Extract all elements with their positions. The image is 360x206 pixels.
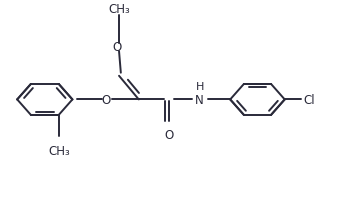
Text: O: O	[113, 41, 122, 54]
Text: O: O	[102, 94, 111, 107]
Text: Cl: Cl	[303, 94, 315, 107]
Text: CH₃: CH₃	[48, 144, 70, 157]
Text: N: N	[195, 94, 204, 107]
Text: CH₃: CH₃	[108, 4, 130, 16]
Text: H: H	[195, 82, 204, 92]
Text: O: O	[165, 129, 174, 142]
